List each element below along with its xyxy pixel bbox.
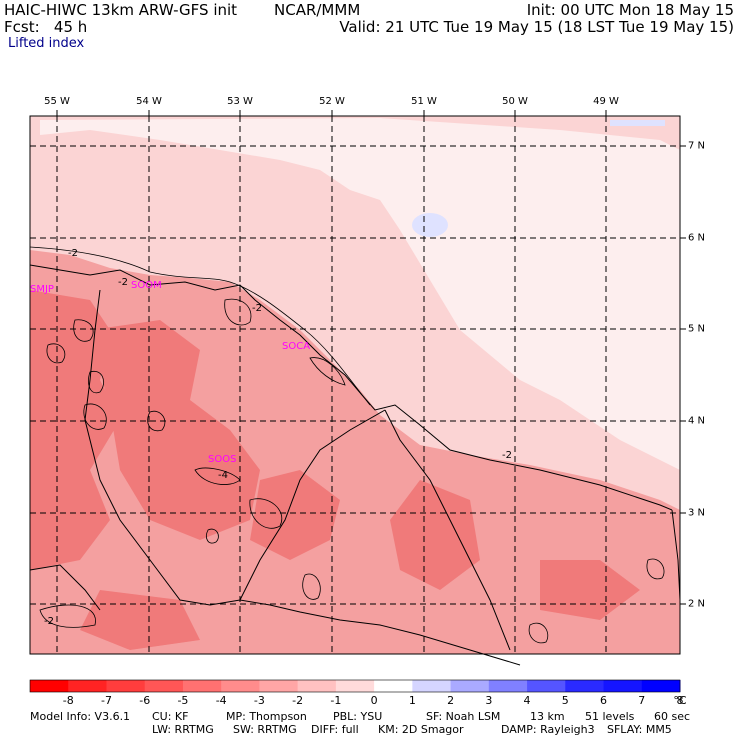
lon-label: 50 W [502, 96, 528, 107]
colorbar-tick-label: -3 [253, 694, 265, 707]
colorbar-tick-label: -1 [330, 694, 342, 707]
lon-ticks [56, 110, 607, 116]
station-label-soom: SOOM [131, 280, 162, 291]
mp-scheme: MP: Thompson [226, 710, 307, 723]
lon-label: 55 W [44, 96, 70, 107]
colorbar-tick-label: -6 [139, 694, 151, 707]
lat-label: 4 N [688, 415, 706, 427]
colorbar-frame [29, 679, 681, 693]
contour-label: -2 [502, 450, 512, 461]
lat-ticks [680, 145, 686, 605]
cu-scheme: CU: KF [152, 710, 189, 723]
positive-patch [610, 120, 665, 126]
lat-label: 5 N [688, 323, 706, 335]
lw-scheme: LW: RRTMG [152, 723, 214, 736]
colorbar-swatch [374, 680, 413, 692]
map-frame [29, 115, 681, 655]
lon-label: 51 W [411, 96, 437, 107]
colorbar-tick-label: 8 [676, 694, 684, 707]
timestep: 60 sec [654, 710, 691, 723]
colorbar-unit: °C [673, 694, 687, 707]
init-time: Init: 00 UTC Mon 18 May 15 [526, 1, 734, 19]
station-label-smjp: SMJP [30, 284, 54, 295]
lon-label: 53 W [227, 96, 253, 107]
colorbar [29, 679, 681, 693]
colorbar-swatch [182, 680, 222, 692]
field-name: Lifted index [8, 36, 85, 51]
colorbar-tick-label: 3 [485, 694, 493, 707]
colorbar-swatch [106, 680, 146, 692]
sf-scheme: SF: Noah LSM [426, 710, 501, 723]
colorbar-swatch [565, 680, 605, 692]
lon-label: 54 W [136, 96, 162, 107]
near-zero-region [150, 122, 320, 150]
colorbar-swatch [603, 680, 643, 692]
colorbar-tick-label: 0 [370, 694, 378, 707]
pbl-scheme: PBL: YSU [333, 710, 383, 723]
lon-label: 52 W [319, 96, 345, 107]
lat-label: 7 N [688, 140, 706, 152]
station-label-soos: SOOS [208, 454, 236, 465]
model-info: Model Info: V3.6.1 [30, 710, 131, 723]
colorbar-tick-label: 5 [561, 694, 569, 707]
lifted-index-contours [30, 246, 665, 644]
colorbar-tick-label: -7 [100, 694, 112, 707]
valid-time: Valid: 21 UTC Tue 19 May 15 (18 LST Tue … [339, 18, 734, 36]
colorbar-swatch [335, 680, 375, 692]
colorbar-tick-label: -4 [215, 694, 227, 707]
lat-label: 6 N [688, 232, 706, 244]
colorbar-swatch [488, 680, 528, 692]
colorbar-tick-label: 6 [600, 694, 608, 707]
resolution: 13 km [530, 710, 565, 723]
forecast-hour: Fcst: 45 h [4, 18, 88, 36]
model-title: HAIC-HIWC 13km ARW-GFS init [4, 1, 238, 19]
near-zero-region [40, 118, 680, 470]
sflay-scheme: SFLAY: MM5 [607, 723, 672, 736]
contour-label: -2 [118, 277, 128, 288]
colorbar-tick-label: 7 [638, 694, 646, 707]
colorbar-swatch [412, 680, 452, 692]
contour-label: -2 [252, 303, 262, 314]
positive-patch [412, 213, 448, 237]
colorbar-tick-label: -8 [62, 694, 74, 707]
colorbar-swatch [527, 680, 566, 692]
colorbar-swatch [221, 680, 260, 692]
strong-negative-region [30, 290, 640, 650]
diff-scheme: DIFF: full [311, 723, 359, 736]
colorbar-tick-label: 2 [447, 694, 455, 707]
colorbar-tick-label: -2 [292, 694, 304, 707]
contour-label: -2 [44, 616, 54, 627]
colorbar-swatch [68, 680, 107, 692]
lon-label: 49 W [593, 96, 619, 107]
colorbar-swatch [144, 680, 184, 692]
colorbar-tick-label: -5 [177, 694, 189, 707]
lat-label: 2 N [688, 598, 706, 610]
colorbar-swatch [450, 680, 490, 692]
contour-label: -4 [218, 470, 228, 481]
coastline [29, 264, 681, 666]
lat-label: 3 N [688, 507, 706, 519]
sw-scheme: SW: RRTMG [233, 723, 297, 736]
colorbar-swatch [30, 680, 69, 692]
colorbar-swatch [297, 680, 337, 692]
station-label-soca: SOCA [282, 341, 310, 352]
km-scheme: KM: 2D Smagor [378, 723, 464, 736]
colorbar-swatch [641, 680, 681, 692]
lat-lon-grid [30, 116, 680, 654]
colorbar-swatch [259, 680, 299, 692]
colorbar-tick-label: 4 [523, 694, 531, 707]
levels: 51 levels [585, 710, 635, 723]
org-label: NCAR/MMM [274, 1, 361, 19]
damp-scheme: DAMP: Rayleigh3 [501, 723, 595, 736]
colorbar-tick-label: 1 [408, 694, 416, 707]
contour-label: -2 [68, 248, 78, 259]
